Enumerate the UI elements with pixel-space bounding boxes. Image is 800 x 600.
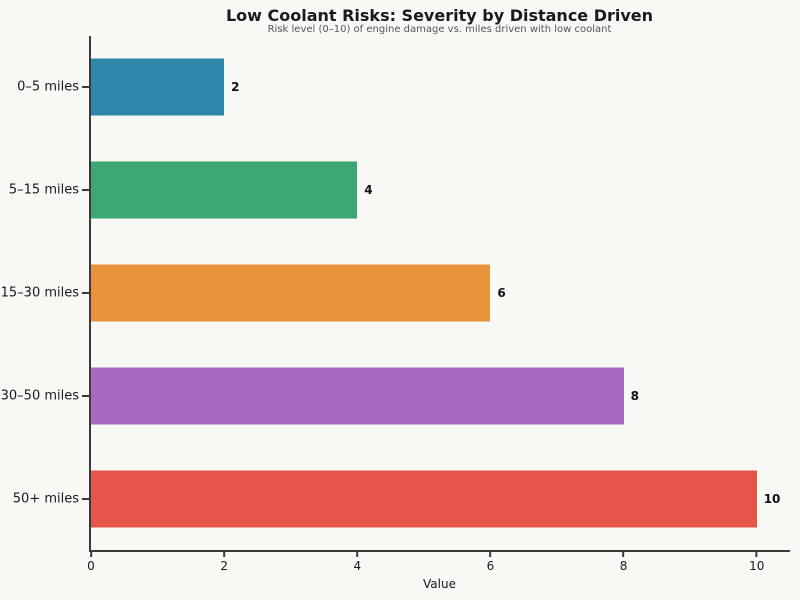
x-tick-label: 8	[619, 559, 628, 573]
category-label: 50+ miles	[12, 491, 79, 507]
value-label: 6	[497, 285, 506, 300]
category-label: 5–15 miles	[8, 182, 79, 198]
bar-row: 50+ miles 10	[13, 447, 790, 550]
x-tick-label: 0	[87, 559, 95, 573]
bar	[91, 58, 225, 116]
x-tick-mark	[622, 552, 625, 557]
chart-title: Low Coolant Risks: Severity by Distance …	[225, 6, 654, 25]
x-tick-label: 10	[749, 559, 765, 573]
x-tick: 10	[749, 552, 764, 573]
x-tick-mark	[489, 552, 492, 557]
value-label: 10	[763, 491, 781, 506]
x-tick: 8	[619, 552, 628, 573]
y-tick-mark	[82, 497, 89, 500]
value-label: 4	[364, 183, 373, 198]
bar	[91, 264, 491, 322]
bar-row: 0–5 miles 2	[17, 36, 790, 139]
category-label: 0–5 miles	[17, 79, 79, 95]
x-tick: 2	[220, 552, 228, 573]
y-tick-mark	[82, 291, 89, 294]
bar	[91, 161, 358, 219]
y-tick-mark	[82, 394, 89, 397]
plot-area: 0–5 miles 2 5–15 miles 4 15–30 miles 6 30–50 m…	[1, 36, 790, 573]
chart-subtitle: Risk level (0–10) of engine damage vs. m…	[267, 24, 612, 35]
x-tick: 0	[87, 552, 95, 573]
x-tick-mark	[755, 552, 758, 557]
x-axis-label: Value	[423, 577, 456, 591]
bar-rows: 0–5 miles 2 5–15 miles 4 15–30 miles 6 30–50 m…	[1, 36, 790, 550]
y-tick-mark	[82, 189, 89, 192]
bar-row: 5–15 miles 4	[9, 139, 790, 242]
y-tick-mark	[82, 86, 89, 89]
bar-row: 30–50 miles 8	[1, 344, 790, 447]
bar-row: 15–30 miles 6	[1, 242, 790, 345]
category-label: 30–50 miles	[0, 388, 79, 404]
x-tick-mark	[223, 552, 226, 557]
x-tick-mark	[89, 552, 92, 557]
value-label: 8	[630, 388, 639, 403]
bar	[91, 470, 757, 528]
x-tick-label: 2	[220, 559, 228, 573]
bar	[91, 367, 624, 425]
x-tick-label: 4	[353, 559, 362, 573]
x-tick: 6	[486, 552, 495, 573]
x-tick-mark	[356, 552, 359, 557]
x-tick-label: 6	[486, 559, 495, 573]
x-tick: 4	[353, 552, 361, 573]
category-label: 15–30 miles	[0, 285, 79, 301]
value-label: 2	[231, 80, 240, 95]
